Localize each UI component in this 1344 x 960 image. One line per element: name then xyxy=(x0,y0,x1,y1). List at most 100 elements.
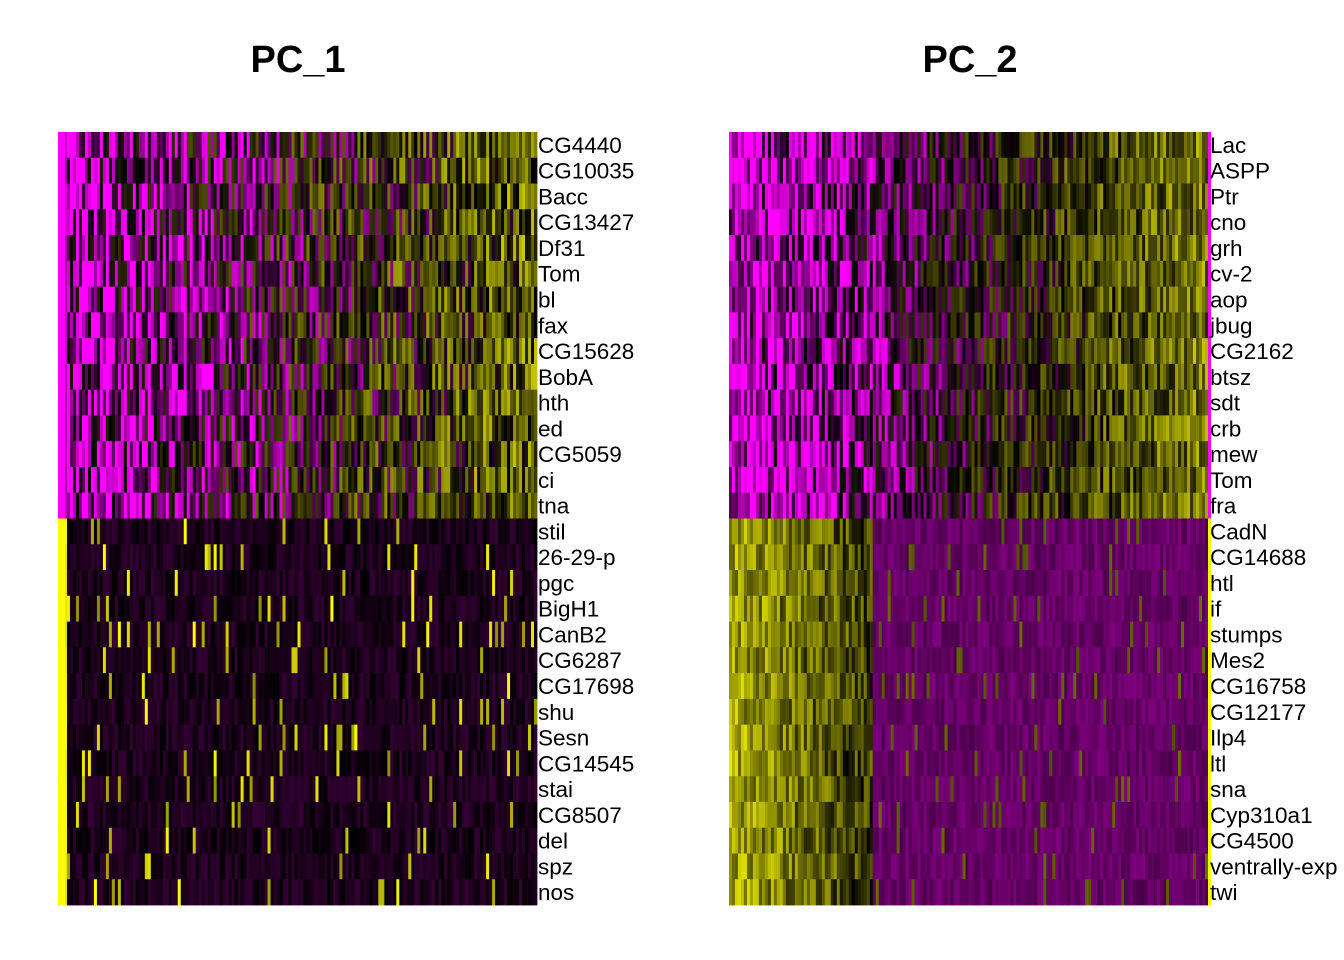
heatmap-cell xyxy=(168,647,173,674)
heatmap-cell xyxy=(108,415,113,442)
heatmap-cell xyxy=(381,724,385,751)
heatmap-cell xyxy=(240,466,245,494)
heatmap-cell xyxy=(423,724,427,751)
heatmap-cell xyxy=(114,338,119,365)
heatmap-cell xyxy=(498,183,502,210)
heatmap-cell xyxy=(417,647,421,674)
heatmap-cell xyxy=(366,673,370,700)
heatmap-cell xyxy=(504,415,508,442)
heatmap-cell xyxy=(528,338,532,365)
heatmap-cell xyxy=(255,363,259,391)
heatmap-cell xyxy=(276,570,280,597)
heatmap-cell xyxy=(465,132,469,159)
heatmap-cell xyxy=(252,879,256,906)
heatmap-cell xyxy=(276,338,280,365)
heatmap-cell xyxy=(411,338,415,365)
heatmap-cell xyxy=(384,647,388,674)
heatmap-cell xyxy=(1118,132,1122,159)
heatmap-cell xyxy=(417,441,421,468)
heatmap-cell xyxy=(90,235,95,262)
heatmap-cell xyxy=(324,518,328,545)
heatmap-cell xyxy=(477,724,481,751)
heatmap-cell xyxy=(342,570,346,597)
heatmap-cell xyxy=(195,879,200,906)
heatmap-cell xyxy=(438,750,442,777)
heatmap-cell xyxy=(444,750,448,777)
heatmap-cell xyxy=(474,286,478,313)
heatmap-cell xyxy=(219,338,224,365)
heatmap-cell xyxy=(387,415,391,442)
heatmap-cell xyxy=(492,260,496,287)
heatmap-cell xyxy=(189,132,194,159)
heatmap-cell xyxy=(363,518,367,545)
heatmap-cell xyxy=(315,879,319,906)
heatmap-cell xyxy=(474,570,478,597)
heatmap-cell xyxy=(87,466,92,494)
heatmap-cell xyxy=(114,595,119,622)
heatmap-cell xyxy=(345,750,349,777)
heatmap-cell xyxy=(195,415,200,442)
heatmap-cell xyxy=(474,415,478,442)
heatmap-cell xyxy=(237,776,242,803)
heatmap-cell xyxy=(210,492,215,519)
heatmap-cell xyxy=(165,879,170,906)
heatmap-cell xyxy=(414,801,418,829)
heatmap-cell xyxy=(309,595,313,622)
heatmap-cell xyxy=(971,132,975,159)
heatmap-cell xyxy=(282,595,286,622)
heatmap-cell xyxy=(201,776,206,803)
heatmap-cell xyxy=(465,621,469,648)
heatmap-cell xyxy=(342,183,346,210)
heatmap-cell xyxy=(492,698,496,726)
heatmap-cell xyxy=(228,235,233,262)
heatmap-cell xyxy=(96,415,101,442)
gene-label: tna xyxy=(538,494,570,519)
heatmap-cell xyxy=(456,183,460,210)
heatmap-cell xyxy=(249,518,253,545)
heatmap-cell xyxy=(282,260,286,287)
heatmap-cell xyxy=(126,389,131,416)
panel-title-pc2: PC_2 xyxy=(922,39,1017,81)
heatmap-cell xyxy=(141,286,146,313)
heatmap-cell xyxy=(498,879,502,906)
heatmap-cell xyxy=(135,492,140,519)
heatmap-cell xyxy=(441,750,445,777)
heatmap-cell xyxy=(345,595,349,622)
heatmap-cell xyxy=(63,209,68,236)
heatmap-cell xyxy=(162,518,167,545)
heatmap-cell xyxy=(522,466,526,494)
heatmap-cell xyxy=(501,183,505,210)
heatmap-cell xyxy=(471,673,475,700)
heatmap-cell xyxy=(381,647,385,674)
heatmap-cell xyxy=(237,209,242,236)
heatmap-cell xyxy=(117,286,122,313)
heatmap-cell xyxy=(114,492,119,519)
heatmap-cell xyxy=(426,389,430,416)
heatmap-cell xyxy=(147,544,152,571)
heatmap-cell xyxy=(459,776,463,803)
heatmap-cell xyxy=(222,389,227,416)
heatmap-cell xyxy=(513,260,517,287)
heatmap-cell xyxy=(519,724,523,751)
heatmap-cell xyxy=(351,544,355,571)
heatmap-cell xyxy=(78,466,83,494)
heatmap-cell xyxy=(213,286,218,313)
heatmap-cell xyxy=(501,363,505,391)
heatmap-cell xyxy=(69,441,74,468)
heatmap-cell xyxy=(120,544,125,571)
heatmap-cell xyxy=(396,132,400,159)
heatmap-cell xyxy=(363,132,367,159)
heatmap-cell xyxy=(417,879,421,906)
heatmap-cell xyxy=(165,595,170,622)
heatmap-cell xyxy=(456,338,460,365)
heatmap-cell xyxy=(468,647,472,674)
heatmap-cell xyxy=(75,183,80,210)
heatmap-cell xyxy=(63,673,68,700)
heatmap-cell xyxy=(315,673,319,700)
heatmap-cell xyxy=(96,879,101,906)
heatmap-cell xyxy=(165,235,170,262)
heatmap-cell xyxy=(198,260,203,287)
heatmap-cell xyxy=(147,698,152,726)
heatmap-cell xyxy=(111,827,116,854)
heatmap-cell xyxy=(333,853,337,880)
